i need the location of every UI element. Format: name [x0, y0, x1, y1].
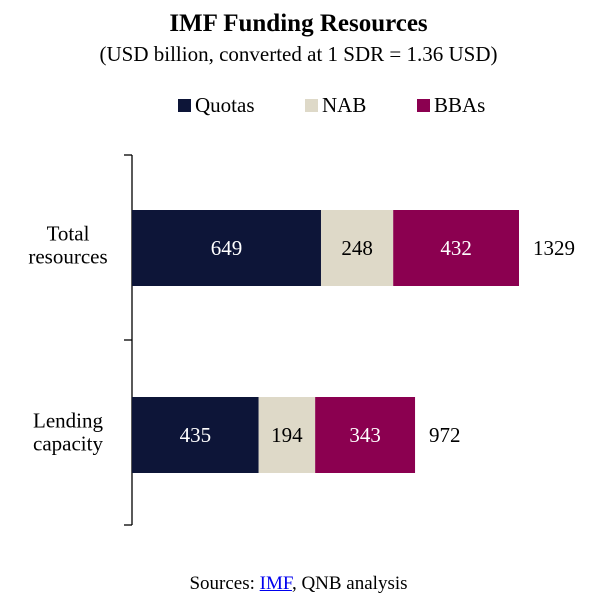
chart-subtitle: (USD billion, converted at 1 SDR = 1.36 …	[99, 42, 498, 66]
imf-source-link[interactable]: IMF	[259, 573, 292, 594]
legend-label-bbas: BBAs	[434, 93, 485, 117]
chart-title: IMF Funding Resources	[169, 10, 428, 37]
category-label-total-resources: Total resources	[28, 222, 107, 269]
bar-bbas-lending-capacity	[315, 397, 416, 473]
bar-nab-total-resources	[320, 210, 394, 286]
legend-label-nab: NAB	[322, 93, 366, 117]
category-label-lending-capacity: Lending capacity	[33, 409, 103, 456]
legend-label-quotas: Quotas	[195, 93, 255, 117]
total-label-lending-capacity: 972	[429, 423, 461, 447]
legend-swatch-nab	[305, 99, 318, 112]
sources-suffix: , QNB analysis	[291, 573, 408, 594]
bar-quotas-lending-capacity	[132, 397, 259, 473]
bar-bbas-total-resources	[393, 210, 519, 286]
bar-quotas-total-resources	[132, 210, 321, 286]
data-label-bbas-total-resources: 432	[440, 236, 472, 260]
bar-nab-lending-capacity	[258, 397, 316, 473]
data-label-quotas-lending-capacity: 435	[180, 423, 212, 447]
stacked-bar-chart: Quotas NAB BBAs Total resources 649 248 432 1329…	[28, 93, 575, 526]
data-label-bbas-lending-capacity: 343	[349, 423, 381, 447]
data-label-nab-lending-capacity: 194	[271, 423, 303, 447]
data-label-quotas-total-resources: 649	[211, 236, 243, 260]
legend-swatch-bbas	[417, 99, 430, 112]
total-label-total-resources: 1329	[533, 236, 575, 260]
sources-footer: Sources: IMF, QNB analysis	[0, 573, 597, 595]
sources-prefix: Sources:	[189, 573, 260, 594]
legend-swatch-quotas	[178, 99, 191, 112]
data-label-nab-total-resources: 248	[341, 236, 373, 260]
